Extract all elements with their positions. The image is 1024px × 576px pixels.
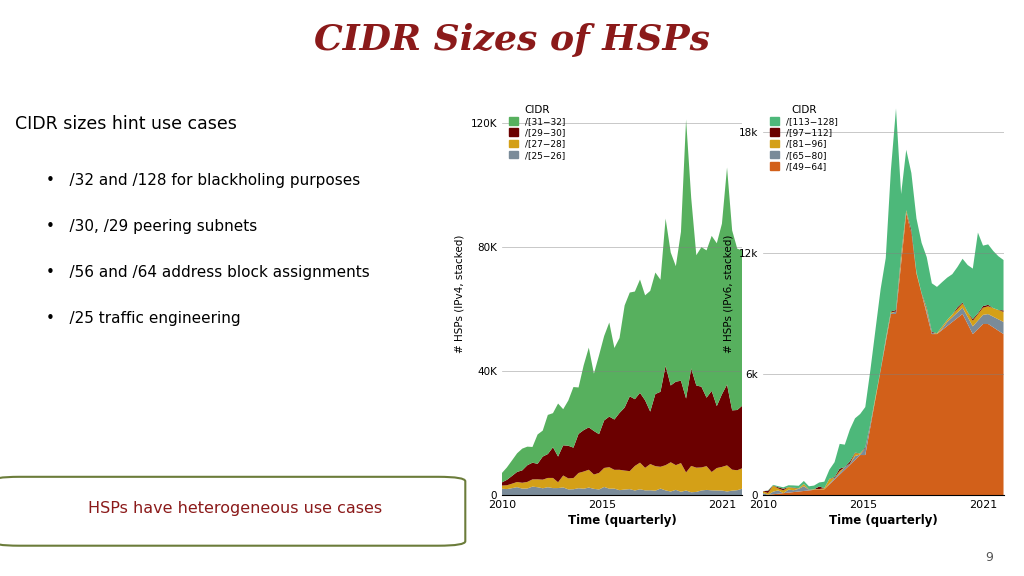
Legend: /[113−128], /[97−112], /[81−96], /[65−80], /[49−64]: /[113−128], /[97−112], /[81−96], /[65−80… [770,105,838,171]
Text: •   /30, /29 peering subnets: • /30, /29 peering subnets [46,219,257,234]
Text: •   /25 traffic engineering: • /25 traffic engineering [46,311,241,326]
Text: 9: 9 [985,551,993,564]
FancyBboxPatch shape [0,477,465,545]
Legend: /[31−32], /[29−30], /[27−28], /[25−26]: /[31−32], /[29−30], /[27−28], /[25−26] [509,105,565,160]
Text: CIDR Sizes of HSPs: CIDR Sizes of HSPs [314,23,710,57]
Text: •   /32 and /128 for blackholing purposes: • /32 and /128 for blackholing purposes [46,173,360,188]
Y-axis label: # HSPs (IPv6, stacked): # HSPs (IPv6, stacked) [723,234,733,353]
X-axis label: Time (quarterly): Time (quarterly) [828,514,938,528]
Text: HSPs have heterogeneous use cases: HSPs have heterogeneous use cases [88,501,383,516]
Y-axis label: # HSPs (IPv4, stacked): # HSPs (IPv4, stacked) [455,234,465,353]
X-axis label: Time (quarterly): Time (quarterly) [567,514,677,528]
Text: •   /56 and /64 address block assignments: • /56 and /64 address block assignments [46,265,370,280]
Text: CIDR sizes hint use cases: CIDR sizes hint use cases [15,115,238,133]
